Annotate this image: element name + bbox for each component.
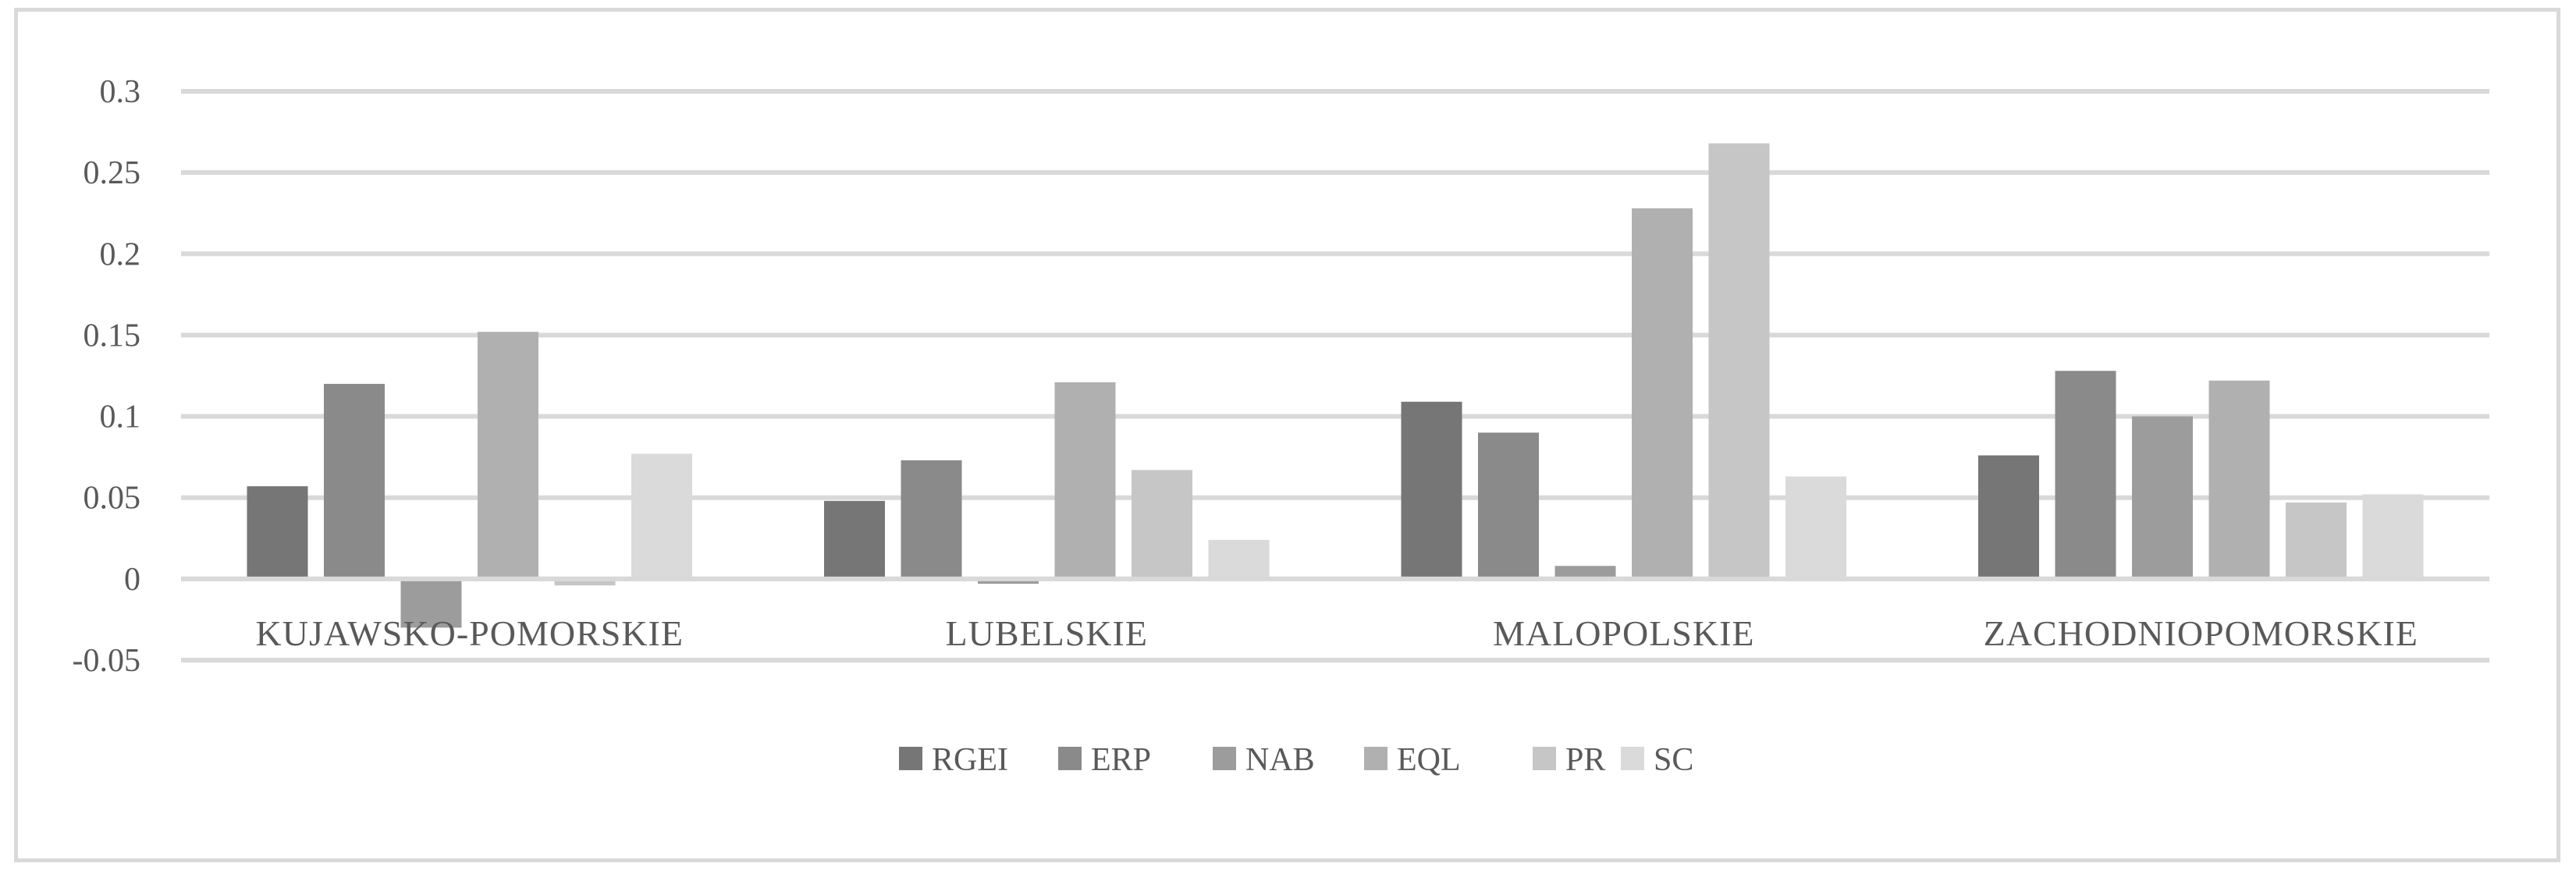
- legend-label: RGEI: [932, 742, 1008, 778]
- y-tick-label: 0: [124, 562, 140, 598]
- bar-erp-1: [901, 460, 962, 579]
- bar-nab-1: [978, 578, 1039, 584]
- legend-swatch-pr: [1533, 747, 1556, 770]
- y-tick-label: 0.05: [83, 481, 141, 517]
- bar-pr-1: [1132, 470, 1192, 579]
- y-tick-label: 0.25: [83, 155, 141, 191]
- bar-pr-0: [554, 578, 616, 586]
- y-tick-label: 0.3: [100, 74, 141, 110]
- bar-pr-2: [1708, 143, 1770, 579]
- bar-rgei-1: [824, 500, 885, 579]
- legend-label: SC: [1654, 742, 1693, 778]
- bar-nab-2: [1554, 566, 1616, 579]
- legend-swatch-sc: [1621, 747, 1644, 770]
- bar-sc-3: [2362, 494, 2424, 579]
- bar-eql-3: [2208, 380, 2270, 579]
- y-tick-label: 0.1: [100, 400, 141, 435]
- bar-rgei-0: [247, 486, 308, 579]
- bar-nab-0: [400, 578, 462, 628]
- legend-swatch-rgei: [899, 747, 922, 770]
- bar-sc-0: [631, 453, 692, 579]
- category-label: MALOPOLSKIE: [1493, 613, 1755, 653]
- bar-erp-2: [1478, 432, 1539, 579]
- legend-label: ERP: [1091, 742, 1151, 778]
- bar-rgei-3: [1978, 455, 2039, 579]
- bar-sc-1: [1208, 539, 1270, 579]
- y-tick-label: 0.15: [83, 318, 141, 353]
- category-label: LUBELSKIE: [946, 613, 1148, 653]
- bar-nab-3: [2132, 416, 2193, 579]
- y-tick-label: 0.2: [100, 236, 141, 272]
- bar-erp-0: [324, 383, 385, 579]
- y-tick-label: -0.05: [73, 643, 141, 679]
- category-label: ZACHODNIOPOMORSKIE: [1984, 613, 2418, 653]
- bar-eql-2: [1632, 208, 1693, 579]
- legend-swatch-eql: [1364, 747, 1387, 770]
- legend-swatch-nab: [1213, 747, 1236, 770]
- bar-sc-2: [1785, 476, 1846, 579]
- legend-label: PR: [1565, 742, 1605, 778]
- bar-pr-3: [2286, 502, 2347, 579]
- bar-eql-0: [478, 332, 538, 579]
- legend-label: NAB: [1245, 742, 1315, 778]
- legend-swatch-erp: [1058, 747, 1082, 770]
- bar-rgei-2: [1401, 401, 1462, 579]
- bar-erp-3: [2055, 371, 2116, 579]
- category-label: KUJAWSKO-POMORSKIE: [256, 613, 684, 653]
- bar-eql-1: [1054, 382, 1116, 579]
- legend-label: EQL: [1397, 742, 1461, 778]
